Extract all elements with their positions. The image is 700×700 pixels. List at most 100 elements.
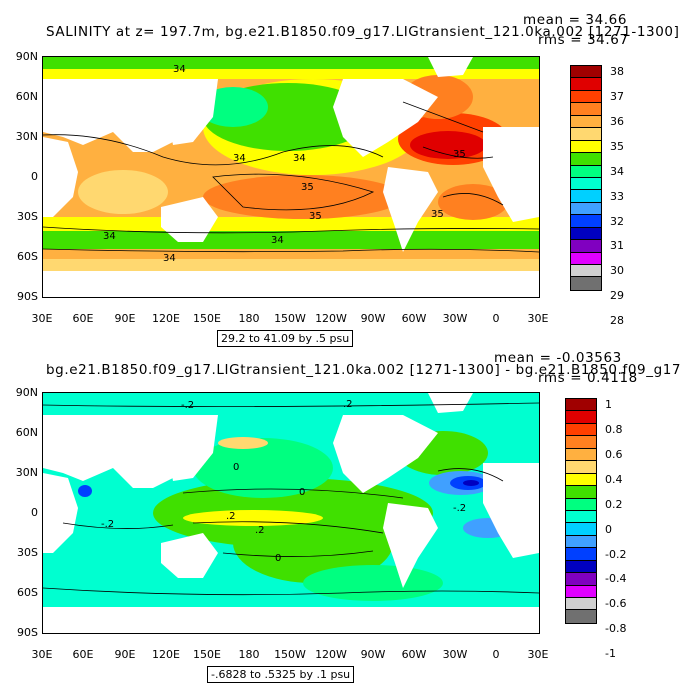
panel2-lat-label: 60N xyxy=(15,426,38,439)
panel1-contour-label: 34 xyxy=(173,64,186,75)
panel2-colorbar-label: 1 xyxy=(605,398,612,412)
panel2-colorbar-swatch xyxy=(566,436,596,449)
panel2-colorbar-swatch xyxy=(566,486,596,499)
panel1-lon-label: 60E xyxy=(72,312,94,325)
panel2-colorbar-swatch xyxy=(566,461,596,474)
panel1-colorbar-swatch xyxy=(571,115,601,129)
panel2-lon-label: 150E xyxy=(193,648,221,661)
panel1-contour-label: 35 xyxy=(453,149,466,160)
panel1-colorbar-label: 31 xyxy=(610,239,624,253)
panel1-colorbar-label: 33 xyxy=(610,189,624,203)
panel2-colorbar-swatch xyxy=(566,423,596,437)
panel1-lat-label: 30S xyxy=(17,210,38,223)
panel2-colorbar-label: -0.4 xyxy=(605,572,627,586)
panel1-lat-label: 90N xyxy=(15,50,38,63)
panel2-lon-label: 90E xyxy=(114,648,136,661)
panel1-contour-label: 34 xyxy=(163,253,176,264)
panel1-colorbar-label: 28 xyxy=(610,314,624,328)
panel2-lon-label: 60W xyxy=(401,648,427,661)
panel2-contour-label: -.2 xyxy=(453,503,466,514)
panel1-colorbar-swatch xyxy=(571,190,601,203)
panel2-lon-label: 30E xyxy=(527,648,549,661)
panel1-colorbar-swatch xyxy=(571,277,601,290)
panel1-lon-label: 30W xyxy=(442,312,468,325)
panel1-range-box: 29.2 to 41.09 by .5 psu xyxy=(217,330,354,347)
panel2-colorbar-label: 0 xyxy=(605,522,612,536)
panel2-title: bg.e21.B1850.f09_g17.LIGtransient_121.0k… xyxy=(46,362,682,378)
panel1-lon-label: 120E xyxy=(152,312,180,325)
panel2-lat-label: 30N xyxy=(15,466,38,479)
panel1-lat-label: 60S xyxy=(17,250,38,263)
panel1-colorbar-swatch xyxy=(571,78,601,91)
panel2-lon-label: 60E xyxy=(72,648,94,661)
panel1-contour-label: 34 xyxy=(271,235,284,246)
panel2-rms: rms = 0.4118 xyxy=(538,370,638,386)
panel2-lat-label: 90N xyxy=(15,386,38,399)
panel2-colorbar-swatch xyxy=(566,448,596,462)
panel1-colorbar-swatch xyxy=(571,153,601,166)
panel2-lon-label: 0 xyxy=(492,648,500,661)
panel1-lon-label: 120W xyxy=(315,312,347,325)
panel2-colorbar-label: 0.6 xyxy=(605,448,623,461)
panel1-lon-label: 90E xyxy=(114,312,136,325)
panel1-colorbar-swatch xyxy=(571,177,601,191)
panel2-colorbar-swatch xyxy=(566,598,596,611)
panel2-colorbar-swatch xyxy=(566,399,596,412)
panel2-contour-label: -.2 xyxy=(101,519,114,530)
panel2-colorbar-swatch xyxy=(566,473,596,487)
panel1-colorbar-label: 36 xyxy=(610,115,624,128)
panel1-lat-label: 30N xyxy=(15,130,38,143)
panel1-lon-label: 60W xyxy=(401,312,427,325)
panel2-colorbar-swatch xyxy=(566,498,596,511)
panel2-map: -.2 0 0 .2 .2 -.2 0 -.2 .2 xyxy=(42,392,540,634)
panel2-lon-label: 30W xyxy=(442,648,468,661)
panel1-map: 34 34 34 35 35 34 34 34 35 35 xyxy=(42,56,540,298)
panel2-colorbar-swatch xyxy=(566,560,596,574)
panel2-colorbar-swatch xyxy=(566,535,596,549)
panel1-colorbar xyxy=(570,65,602,291)
panel2-mean: mean = -0.03563 xyxy=(494,350,622,366)
panel1-title: SALINITY at z= 197.7m, bg.e21.B1850.f09_… xyxy=(46,24,680,40)
panel1-colorbar-swatch xyxy=(571,90,601,104)
panel2-colorbar-swatch xyxy=(566,585,596,598)
panel2-colorbar-label: 0.2 xyxy=(605,497,623,511)
panel2-lon-label: 90W xyxy=(360,648,386,661)
panel2-colorbar-label: -0.8 xyxy=(605,622,627,636)
panel2-lat-label: 60S xyxy=(17,586,38,599)
panel1-lon-label: 150W xyxy=(274,312,306,325)
panel1-lon-label: 30E xyxy=(527,312,549,325)
panel2-colorbar-label: 0.8 xyxy=(605,423,623,437)
panel2-lat-label: 90S xyxy=(17,626,38,639)
panel1-colorbar-swatch xyxy=(571,265,601,278)
panel2-colorbar-swatch xyxy=(566,548,596,561)
panel1-contour-label: 35 xyxy=(301,182,314,193)
panel2-contour-label: -.2 xyxy=(181,400,194,411)
panel1-colorbar-swatch xyxy=(571,66,601,79)
panel2-colorbar-swatch xyxy=(566,610,596,623)
panel1-lon-label: 180 xyxy=(238,312,260,325)
panel1-colorbar-label: 35 xyxy=(610,139,624,153)
panel1-colorbar-swatch xyxy=(571,128,601,141)
panel1-contour-label: 34 xyxy=(293,153,306,164)
panel1-colorbar-swatch xyxy=(571,165,601,178)
panel1-rms: rms = 34.67 xyxy=(538,32,629,48)
panel2-lon-label: 180 xyxy=(238,648,260,661)
panel1-contour-label: 34 xyxy=(233,153,246,164)
panel2-colorbar xyxy=(565,398,597,624)
panel2-contour-label: 0 xyxy=(233,462,239,473)
panel2-contour-label: .2 xyxy=(226,511,236,522)
panel1-lon-label: 150E xyxy=(193,312,221,325)
panel1-lon-label: 90W xyxy=(360,312,386,325)
panel1-colorbar-label: 32 xyxy=(610,214,624,228)
panel1-colorbar-label: 38 xyxy=(610,65,624,79)
panel1-contour-label: 34 xyxy=(103,231,116,242)
panel1-colorbar-label: 37 xyxy=(610,90,624,104)
panel1-mean: mean = 34.66 xyxy=(523,12,628,28)
panel2-contour-label: 0 xyxy=(299,487,305,498)
panel1-lat-label: 90S xyxy=(17,290,38,303)
panel2-lon-label: 30E xyxy=(31,648,53,661)
panel2-contour-label: .2 xyxy=(343,399,353,410)
panel1-lon-label: 0 xyxy=(492,312,500,325)
panel2-lon-label: 120W xyxy=(315,648,347,661)
panel1-colorbar-swatch xyxy=(571,240,601,253)
